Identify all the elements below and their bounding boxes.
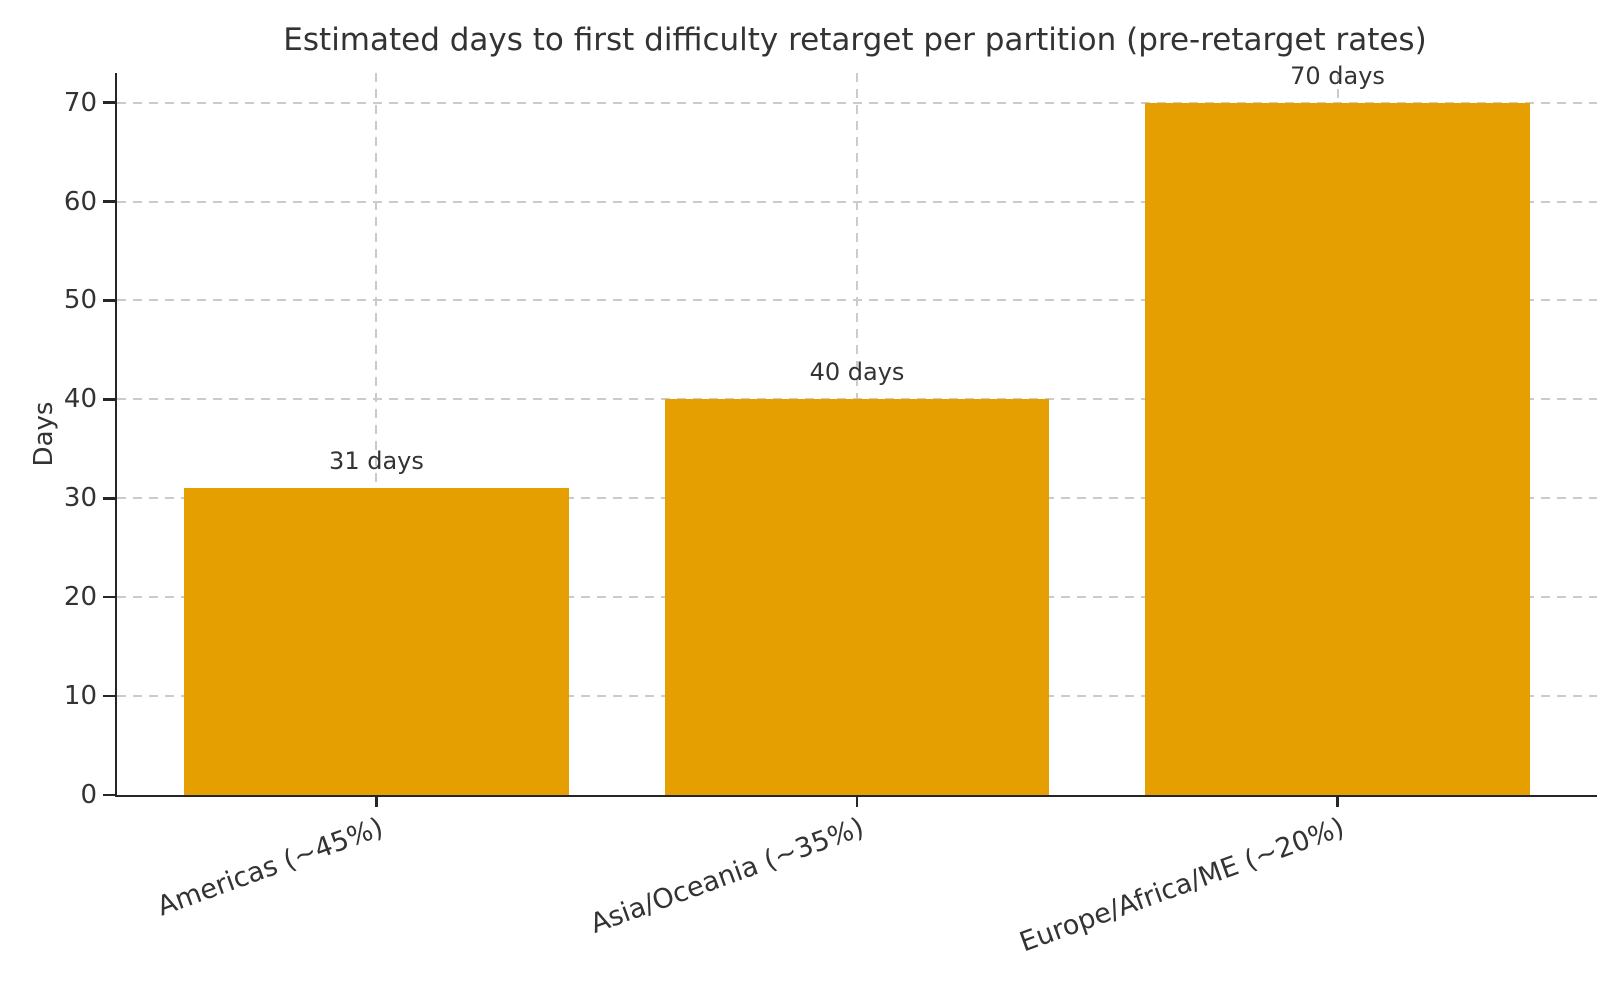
y-tick-label: 50 (63, 285, 97, 316)
bar-value-label: 31 days (329, 447, 424, 476)
plot-area: 0 10 20 30 40 50 60 70 31 days Americas (~45%) 40 … (64, 62, 1597, 958)
bar-value-label: 70 days (1290, 61, 1385, 90)
y-tick (102, 101, 115, 104)
y-tick-label: 10 (63, 681, 97, 712)
bar-value-label: 40 days (809, 358, 905, 387)
y-tick-label: 40 (63, 384, 97, 415)
x-tick (375, 795, 378, 807)
y-tick-label: 60 (63, 186, 97, 217)
bar (1145, 102, 1530, 795)
y-tick-label: 70 (63, 87, 97, 118)
x-gridline (375, 73, 378, 795)
x-tick (1336, 795, 1339, 807)
chart-title: Estimated days to first difficulty retar… (283, 22, 1427, 58)
bar (184, 488, 569, 795)
y-tick-label: 30 (63, 483, 97, 514)
y-tick (102, 200, 115, 203)
y-tick (102, 299, 115, 302)
y-tick-label: 20 (63, 582, 97, 613)
x-tick (855, 795, 859, 807)
y-tick (102, 694, 115, 698)
y-tick (102, 595, 115, 599)
y-tick (102, 497, 115, 500)
y-tick-label: 0 (80, 780, 97, 810)
x-tick-label: Europe/Africa/ME (~20%) (1015, 812, 1349, 959)
y-tick (102, 793, 115, 797)
y-tick (102, 398, 115, 401)
y-axis-label: Days (29, 401, 59, 467)
x-tick-label: Americas (~45%) (153, 812, 388, 923)
bar (664, 399, 1050, 795)
x-tick-label: Asia/Oceania (~35%) (586, 812, 868, 940)
